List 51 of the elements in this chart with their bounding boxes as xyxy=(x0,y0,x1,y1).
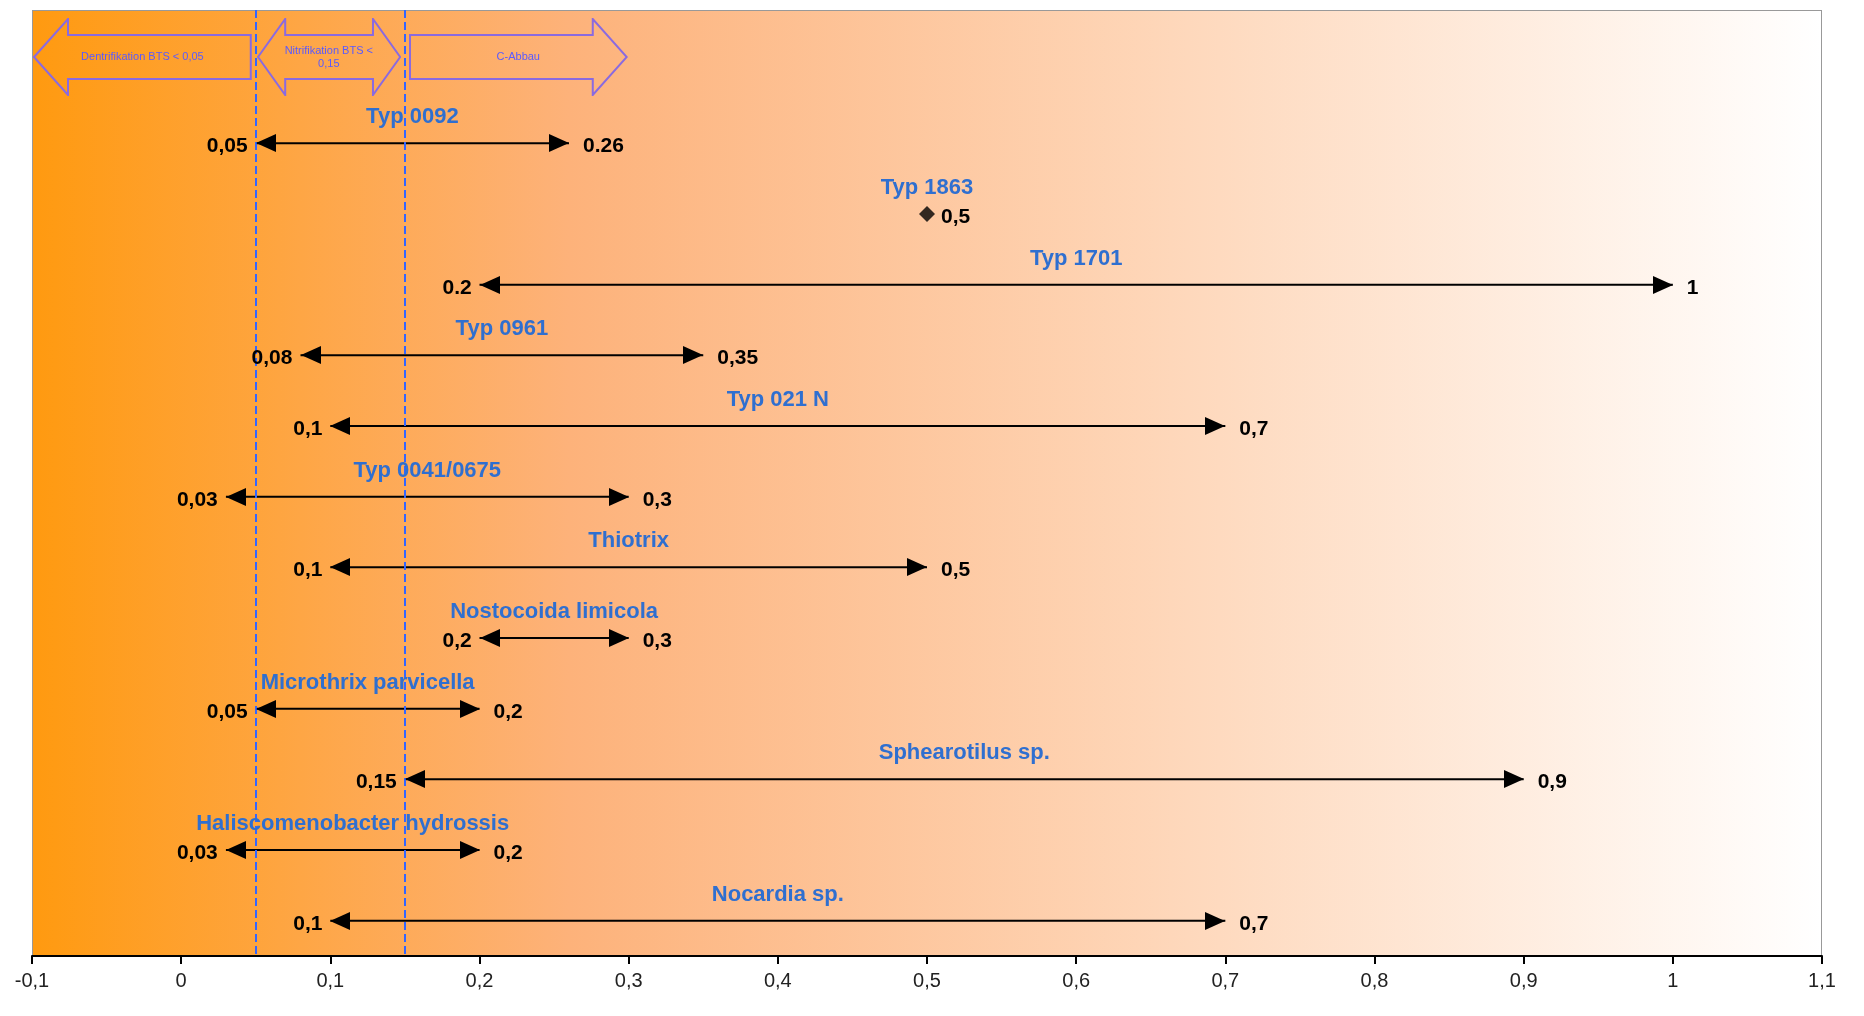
y-tick-label: Nocardia sp. xyxy=(711,880,844,906)
annotation: 0,1 xyxy=(293,910,323,934)
annotation: 0,7 xyxy=(1239,910,1269,934)
x-tick-label: 1 xyxy=(1667,969,1679,991)
annotation: 0,1 xyxy=(293,557,323,581)
y-tick-label: Typ 021 N xyxy=(726,386,829,411)
x-tick-label: 0,7 xyxy=(1211,969,1240,991)
annotation: 0,05 xyxy=(206,698,248,722)
annotation: 0,2 xyxy=(442,628,472,651)
x-tick-label: 0,6 xyxy=(1062,969,1091,991)
annotation: 0,3 xyxy=(642,628,672,651)
x-tick-label: -0,1 xyxy=(14,969,50,991)
annotation: 0.2 xyxy=(442,274,472,298)
annotation: 0,9 xyxy=(1537,769,1567,793)
text: C-Abbau xyxy=(496,50,540,64)
y-tick-label: Haliscomenobacter hydrossis xyxy=(196,810,510,835)
x-tick-label: 0,2 xyxy=(465,969,494,991)
y-tick-label: Nostocoida limicola xyxy=(450,598,658,623)
annotation: 0,08 xyxy=(251,345,293,369)
y-tick-label: Typ 0041/0675 xyxy=(353,456,502,482)
annotation: 0.26 xyxy=(583,133,624,157)
annotation: 0,7 xyxy=(1239,416,1269,439)
x-tick-label: 0,3 xyxy=(614,969,643,991)
annotation: 0,5 xyxy=(941,204,971,227)
annotation: 0,3 xyxy=(642,486,672,510)
annotation: 0,1 xyxy=(293,416,323,439)
x-tick-label: 0 xyxy=(175,969,187,991)
y-tick-label: Typ 1701 xyxy=(1029,244,1123,270)
annotation: 0,03 xyxy=(176,486,218,510)
x-tick-label: 0,9 xyxy=(1509,969,1538,991)
y-tick-label: Typ 0092 xyxy=(366,103,459,129)
x-tick-label: 0,4 xyxy=(763,969,792,991)
y-tick-label: Typ 1863 xyxy=(880,174,974,199)
x-tick-label: 0,8 xyxy=(1360,969,1389,991)
annotation: 0,2 xyxy=(493,840,523,863)
x-tick-label: 0,5 xyxy=(913,969,941,991)
y-tick-label: Sphearotilus sp. xyxy=(878,739,1050,765)
annotation: 0,5 xyxy=(941,557,971,581)
y-tick-label: Thiotrix xyxy=(588,527,669,553)
text: Nitrifikation BTS < 0,15 xyxy=(283,43,374,71)
annotation: 0,03 xyxy=(176,840,218,863)
annotation: 0,05 xyxy=(206,133,248,157)
annotation: 0,2 xyxy=(493,698,523,722)
annotation: 0,15 xyxy=(355,769,397,793)
y-tick-label: Typ 0961 xyxy=(455,315,549,341)
x-tick-label: 0,1 xyxy=(316,969,345,991)
y-tick-label: Microthrix parvicella xyxy=(260,668,475,694)
annotation: 1 xyxy=(1686,274,1699,298)
annotation: 0,35 xyxy=(717,345,759,369)
text: Dentrifikation BTS < 0,05 xyxy=(81,50,204,64)
x-tick-label: 1,1 xyxy=(1808,969,1836,991)
